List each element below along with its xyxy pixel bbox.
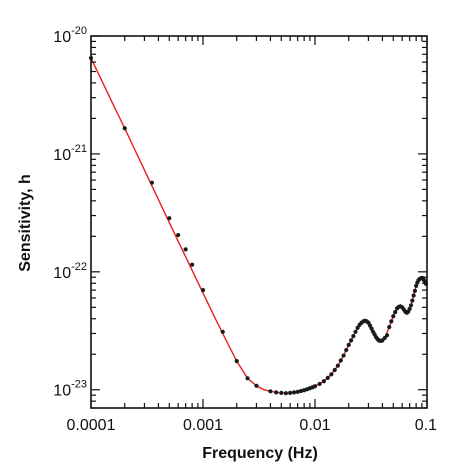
y-tick-label: 10-23	[53, 379, 87, 400]
data-point	[298, 388, 304, 394]
data-point	[234, 358, 239, 364]
plot-frame	[90, 35, 428, 409]
y-tick-base: 10	[53, 383, 71, 400]
data-point	[332, 367, 337, 373]
data-point	[325, 375, 330, 380]
x-tick-label: 0.1	[415, 417, 437, 434]
data-point	[351, 334, 356, 339]
y-tick-label: 10-22	[53, 261, 87, 282]
data-point	[291, 390, 297, 395]
data-point	[353, 329, 358, 334]
data-point	[338, 358, 343, 363]
data-point	[167, 216, 172, 221]
data-point	[279, 390, 284, 395]
data-point	[317, 381, 322, 387]
y-tick-exponent: -20	[71, 25, 87, 37]
data-point	[312, 384, 318, 389]
plot-layer	[88, 55, 429, 396]
data-point	[407, 306, 412, 311]
data-point	[344, 347, 349, 353]
data-point	[220, 329, 225, 334]
data-point	[274, 390, 279, 395]
y-tick-label: 10-20	[53, 25, 87, 46]
data-point	[414, 283, 419, 288]
y-tick-label: 10-21	[53, 143, 87, 164]
data-point	[348, 338, 354, 343]
data-point	[190, 262, 195, 267]
data-point	[295, 389, 300, 394]
data-point	[384, 333, 390, 338]
data-point	[391, 314, 396, 319]
data-point	[408, 303, 414, 308]
data-point	[329, 372, 334, 377]
data-point	[183, 247, 188, 252]
data-point	[176, 232, 181, 238]
data-point	[355, 325, 360, 330]
y-tick-base: 10	[53, 147, 71, 164]
y-axis-label: Sensitivity, h	[17, 174, 34, 272]
data-point	[200, 287, 206, 293]
data-point	[288, 390, 293, 395]
frame-layer	[90, 35, 428, 409]
data-point	[335, 363, 340, 368]
x-tick-label: 0.0001	[67, 417, 116, 434]
data-point	[254, 383, 259, 388]
data-point	[245, 376, 250, 381]
data-point	[387, 324, 392, 330]
data-point	[412, 288, 418, 293]
y-tick-base: 10	[53, 29, 71, 46]
x-axis-label: Frequency (Hz)	[202, 445, 318, 462]
data-point	[346, 342, 351, 347]
data-point	[268, 389, 273, 394]
data-point	[369, 326, 374, 331]
data-point	[341, 353, 346, 358]
data-point	[410, 298, 415, 303]
x-tick-label: 0.01	[299, 417, 330, 434]
label-layer: Frequency (Hz) Sensitivity, h	[17, 174, 318, 462]
data-point	[393, 310, 398, 315]
x-tick-label: 0.001	[183, 417, 223, 434]
y-tick-exponent: -22	[71, 261, 87, 273]
data-point	[321, 379, 326, 384]
data-point	[149, 180, 155, 185]
data-point	[283, 391, 289, 396]
data-point	[122, 126, 127, 131]
data-point	[389, 319, 394, 324]
y-tick-base: 10	[53, 265, 71, 282]
series-line	[90, 57, 428, 394]
data-point	[411, 293, 416, 298]
y-tick-exponent: -21	[71, 143, 87, 155]
y-tick-exponent: -23	[71, 379, 87, 391]
